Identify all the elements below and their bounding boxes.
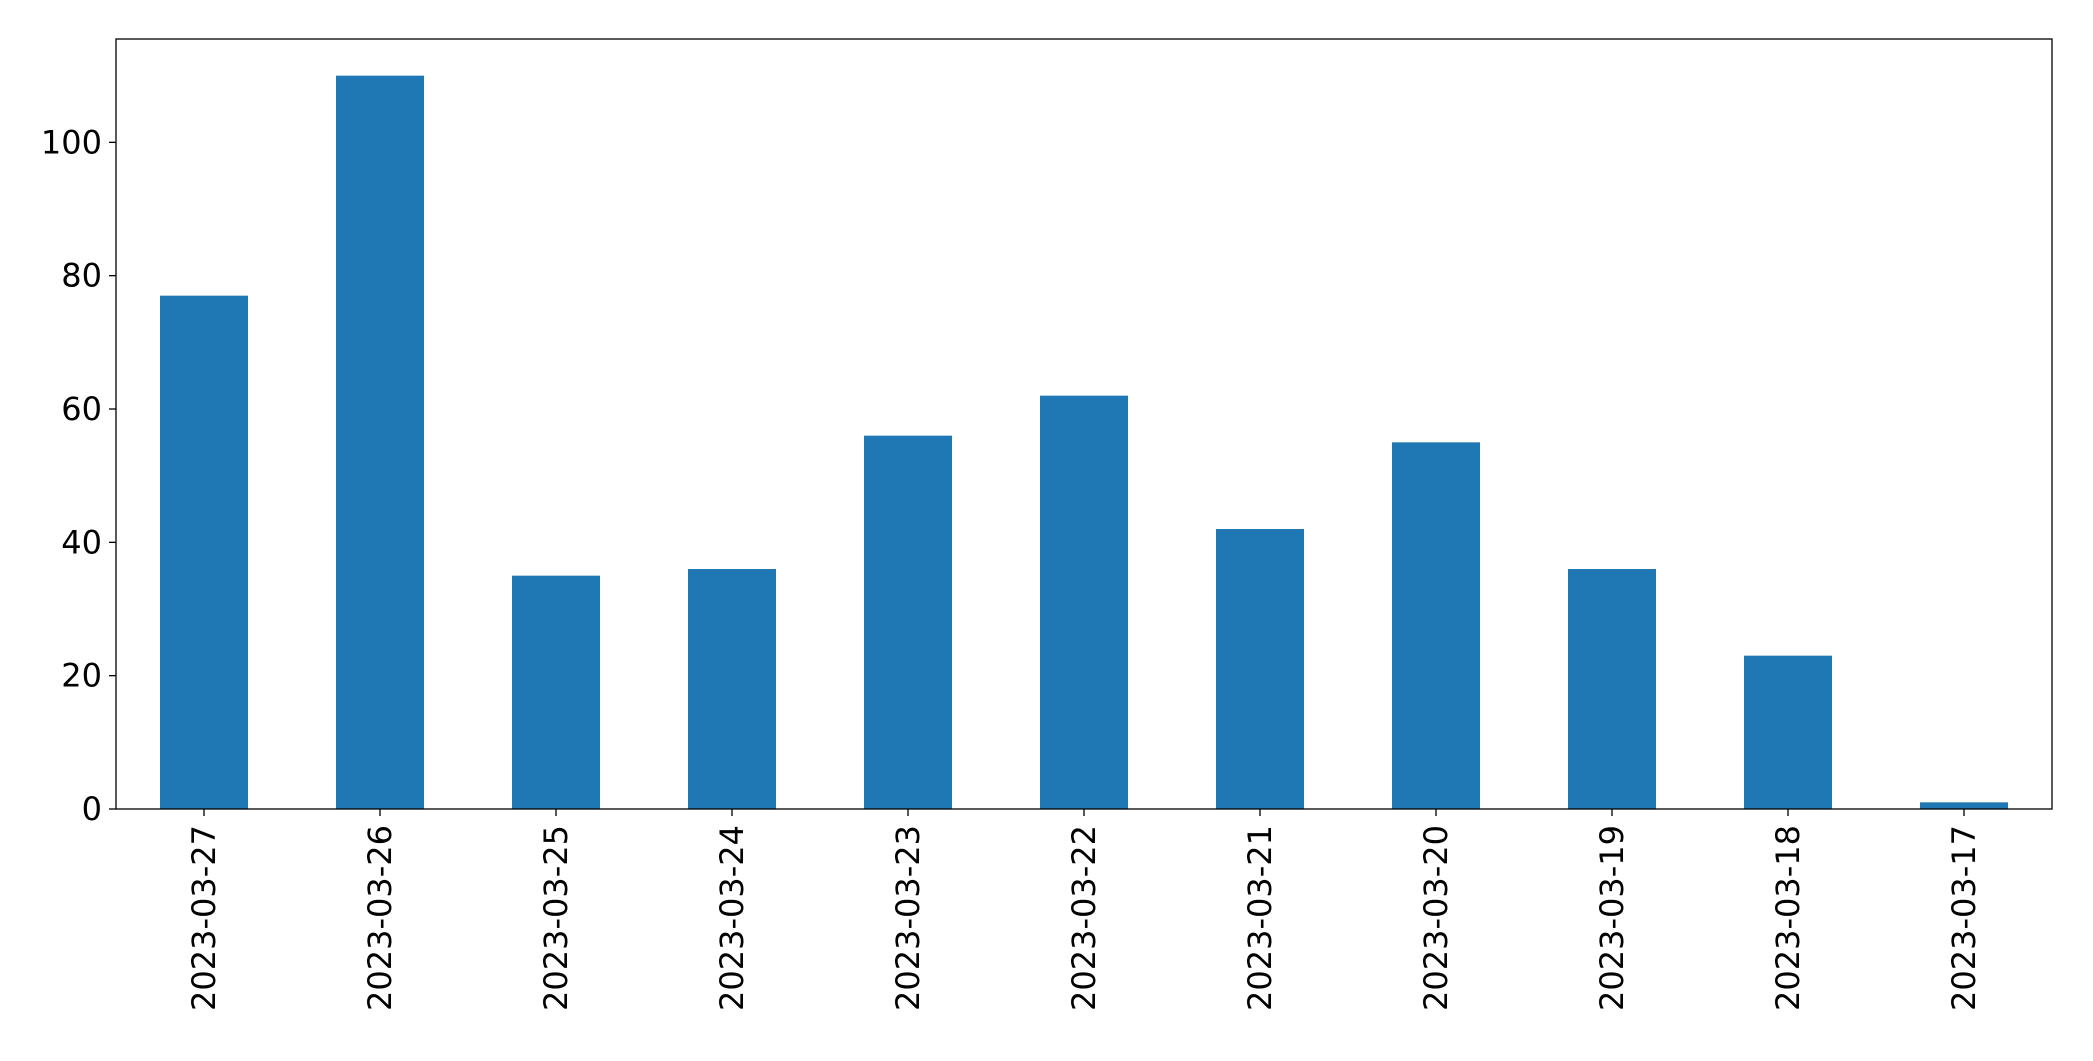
- bar: [336, 75, 424, 809]
- bar: [688, 569, 776, 809]
- x-tick-label: 2023-03-18: [1769, 825, 1807, 1011]
- bar: [1216, 529, 1304, 809]
- x-tick-label: 2023-03-26: [361, 825, 399, 1011]
- bar: [1040, 395, 1128, 809]
- x-tick-label: 2023-03-19: [1593, 825, 1631, 1011]
- x-tick-label: 2023-03-25: [537, 825, 575, 1011]
- x-tick-label: 2023-03-21: [1241, 825, 1279, 1011]
- x-tick-label: 2023-03-17: [1945, 825, 1983, 1011]
- bar: [160, 295, 248, 810]
- y-tick-label: 80: [61, 257, 102, 295]
- y-tick-label: 60: [61, 390, 102, 428]
- x-tick-label: 2023-03-27: [185, 825, 223, 1011]
- plot-frame: [115, 38, 2053, 810]
- x-tick-label: 2023-03-23: [889, 825, 927, 1011]
- bar: [1392, 442, 1480, 809]
- bar: [1568, 569, 1656, 809]
- x-tick-label: 2023-03-22: [1065, 825, 1103, 1011]
- y-tick-label: 20: [61, 657, 102, 695]
- bar: [512, 575, 600, 809]
- bar: [1744, 655, 1832, 809]
- y-tick-label: 40: [61, 523, 102, 561]
- x-tick-label: 2023-03-24: [713, 825, 751, 1011]
- x-tick-label: 2023-03-20: [1417, 825, 1455, 1011]
- bar: [1920, 802, 2008, 809]
- y-tick-label: 100: [41, 123, 102, 161]
- bar: [864, 435, 952, 809]
- y-tick-label: 0: [82, 790, 102, 828]
